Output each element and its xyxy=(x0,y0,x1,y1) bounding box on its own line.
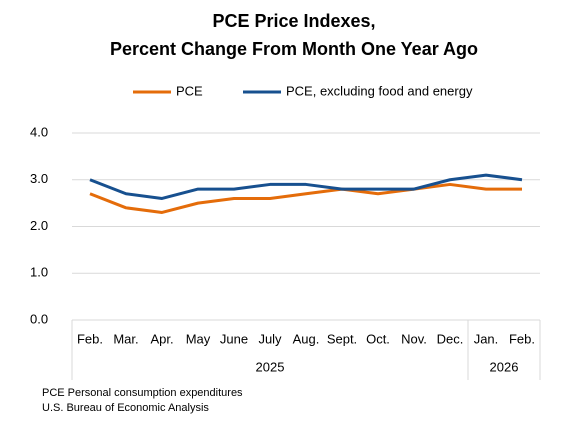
x-tick-label: July xyxy=(258,331,282,346)
x-tick-label: Feb. xyxy=(77,331,103,346)
x-tick-label: Mar. xyxy=(113,331,138,346)
series-line xyxy=(89,182,522,214)
x-tick-label: Aug. xyxy=(293,331,320,346)
chart-title: Percent Change From Month One Year Ago xyxy=(110,39,478,59)
x-tick-label: Nov. xyxy=(401,331,427,346)
x-group-label: 2025 xyxy=(256,359,285,374)
y-tick-label: 3.0 xyxy=(30,171,48,186)
x-tick-label: Jan. xyxy=(474,331,499,346)
footnote: PCE Personal consumption expenditures xyxy=(42,387,243,399)
y-tick-label: 0.0 xyxy=(30,311,48,326)
x-tick-label: May xyxy=(186,331,211,346)
x-group-label: 2026 xyxy=(490,359,519,374)
x-tick-label: Oct. xyxy=(366,331,390,346)
x-tick-label: June xyxy=(220,331,248,346)
x-tick-label: Sept. xyxy=(327,331,357,346)
series-line xyxy=(89,173,523,200)
chart-title: PCE Price Indexes, xyxy=(212,11,375,31)
y-tick-label: 4.0 xyxy=(30,124,48,139)
footnote: U.S. Bureau of Economic Analysis xyxy=(42,402,209,414)
y-tick-label: 2.0 xyxy=(30,218,48,233)
legend-label: PCE xyxy=(176,83,203,98)
y-tick-label: 1.0 xyxy=(30,265,48,280)
x-tick-label: Feb. xyxy=(509,331,535,346)
x-tick-label: Apr. xyxy=(150,331,173,346)
x-tick-label: Dec. xyxy=(437,331,464,346)
legend-label: PCE, excluding food and energy xyxy=(286,83,473,98)
